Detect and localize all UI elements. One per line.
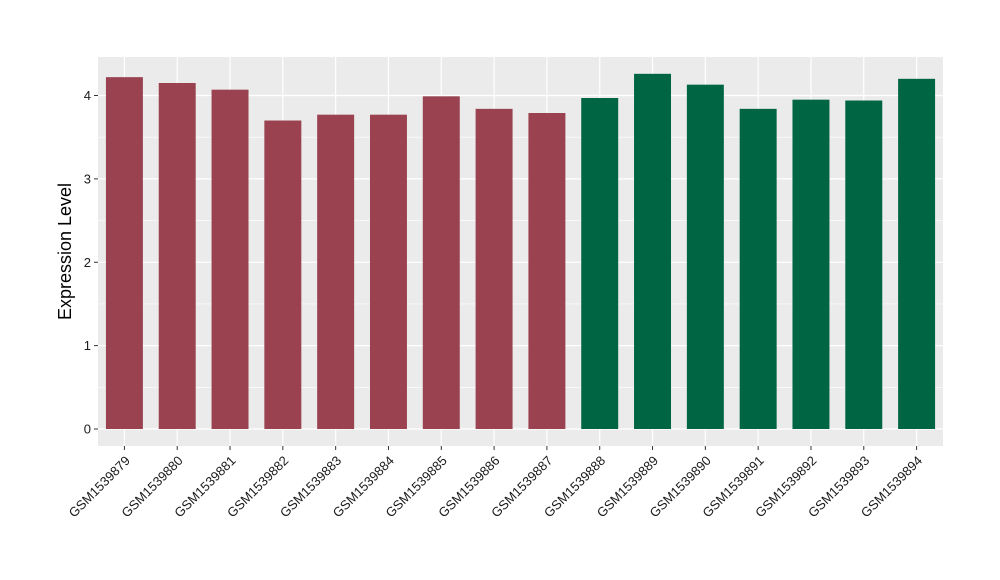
y-tick-label: 3 [84,171,91,186]
x-axis: GSM1539879GSM1539880GSM1539881GSM1539882… [66,446,925,520]
y-axis-title: Expression Level [55,183,75,320]
y-tick-label: 1 [84,338,91,353]
bar [264,120,302,429]
bar [634,73,672,429]
y-tick-label: 0 [84,422,91,437]
bar [105,77,143,429]
bar [686,84,724,429]
bar [158,82,196,430]
bar [845,100,883,429]
y-axis: 0 1 2 3 4 [84,88,98,437]
bar [422,96,460,430]
bar [581,98,619,429]
bar [317,114,355,430]
y-tick-label: 4 [84,88,91,103]
bar [475,108,513,429]
bar [898,78,936,429]
bar [792,99,830,429]
bar [211,89,249,429]
bars [105,73,936,430]
bar [739,108,777,429]
bar [369,114,407,430]
bar [528,113,566,429]
y-tick-label: 2 [84,255,91,270]
